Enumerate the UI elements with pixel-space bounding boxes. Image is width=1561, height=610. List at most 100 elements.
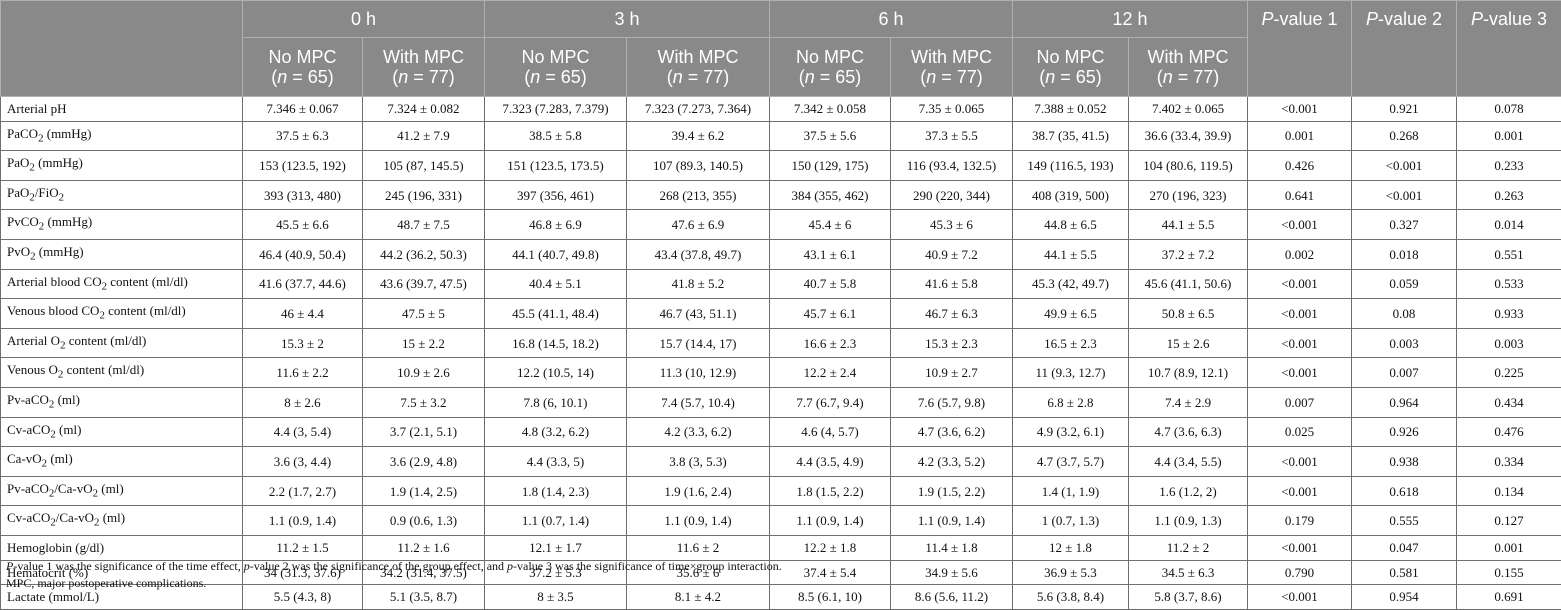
table-cell: 12.2 ± 1.8 xyxy=(770,535,891,560)
table-cell: <0.001 xyxy=(1248,328,1352,358)
table-row: PaO2 (mmHg)153 (123.5, 192)105 (87, 145.… xyxy=(1,151,1561,181)
table-cell: 1.9 (1.5, 2.2) xyxy=(891,476,1013,506)
table-cell: 0.001 xyxy=(1457,535,1561,560)
group-n: (n = 77) xyxy=(667,67,730,87)
table-cell: 43.6 (39.7, 47.5) xyxy=(363,269,485,299)
table-cell: 47.5 ± 5 xyxy=(363,299,485,329)
table-cell: <0.001 xyxy=(1352,151,1457,181)
table-cell: 16.5 ± 2.3 xyxy=(1013,328,1129,358)
row-label: Arterial blood CO2 content (ml/dl) xyxy=(1,269,243,299)
table-cell: <0.001 xyxy=(1248,447,1352,477)
table-cell: 0.233 xyxy=(1457,151,1561,181)
row-label: PaO2/FiO2 xyxy=(1,180,243,210)
table-cell: 1.1 (0.7, 1.4) xyxy=(485,506,627,536)
table-cell: 1.8 (1.4, 2.3) xyxy=(485,476,627,506)
table-cell: 15.3 ± 2.3 xyxy=(891,328,1013,358)
table-cell: 0.155 xyxy=(1457,560,1561,585)
table-cell: 45.3 ± 6 xyxy=(891,210,1013,240)
table-cell: 7.5 ± 3.2 xyxy=(363,387,485,417)
table-cell: 46.7 (43, 51.1) xyxy=(627,299,770,329)
table-cell: <0.001 xyxy=(1248,476,1352,506)
table-cell: 7.388 ± 0.052 xyxy=(1013,97,1129,122)
row-label: Cv-aCO2/Ca-vO2 (ml) xyxy=(1,506,243,536)
table-cell: <0.001 xyxy=(1352,180,1457,210)
group-header: No MPC(n = 65) xyxy=(243,38,363,97)
table-cell: 41.6 ± 5.8 xyxy=(891,269,1013,299)
table-cell: 1.8 (1.5, 2.2) xyxy=(770,476,891,506)
table-cell: 151 (123.5, 173.5) xyxy=(485,151,627,181)
table-cell: 384 (355, 462) xyxy=(770,180,891,210)
table-row: Pv-aCO2/Ca-vO2 (ml)2.2 (1.7, 2.7)1.9 (1.… xyxy=(1,476,1561,506)
table-cell: 46 ± 4.4 xyxy=(243,299,363,329)
table-cell: 290 (220, 344) xyxy=(891,180,1013,210)
table-cell: 16.6 ± 2.3 xyxy=(770,328,891,358)
table-cell: 0.002 xyxy=(1248,239,1352,269)
table-cell: 150 (129, 175) xyxy=(770,151,891,181)
group-n: (n = 65) xyxy=(524,67,587,87)
table-cell: 10.9 ± 2.7 xyxy=(891,358,1013,388)
group-header: With MPC(n = 77) xyxy=(891,38,1013,97)
footnote-abbreviation: MPC, major postoperative complications. xyxy=(6,575,782,592)
table-cell: 48.7 ± 7.5 xyxy=(363,210,485,240)
table-cell: 7.4 (5.7, 10.4) xyxy=(627,387,770,417)
table-cell: <0.001 xyxy=(1248,97,1352,122)
table-cell: 50.8 ± 6.5 xyxy=(1129,299,1248,329)
table-cell: 6.8 ± 2.8 xyxy=(1013,387,1129,417)
table-cell: 37.2 ± 7.2 xyxy=(1129,239,1248,269)
table-cell: 0.618 xyxy=(1352,476,1457,506)
table-cell: 12 ± 1.8 xyxy=(1013,535,1129,560)
time-header: 12 h xyxy=(1013,1,1248,38)
group-header: With MPC(n = 77) xyxy=(627,38,770,97)
table-cell: 0.225 xyxy=(1457,358,1561,388)
table-cell: 0.014 xyxy=(1457,210,1561,240)
table-cell: <0.001 xyxy=(1248,358,1352,388)
table-cell: 5.8 (3.7, 8.6) xyxy=(1129,585,1248,610)
table-cell: 0.533 xyxy=(1457,269,1561,299)
p-value-header: P-value 1 xyxy=(1248,1,1352,97)
table-cell: 4.2 (3.3, 6.2) xyxy=(627,417,770,447)
group-n: (n = 77) xyxy=(920,67,983,87)
table-cell: 0.9 (0.6, 1.3) xyxy=(363,506,485,536)
table-cell: 46.4 (40.9, 50.4) xyxy=(243,239,363,269)
table-cell: 49.9 ± 6.5 xyxy=(1013,299,1129,329)
corner-cell xyxy=(1,1,243,97)
row-label: Hemoglobin (g/dl) xyxy=(1,535,243,560)
table-cell: 36.9 ± 5.3 xyxy=(1013,560,1129,585)
table-cell: 15.3 ± 2 xyxy=(243,328,363,358)
table-row: PvO2 (mmHg)46.4 (40.9, 50.4)44.2 (36.2, … xyxy=(1,239,1561,269)
table-cell: 10.9 ± 2.6 xyxy=(363,358,485,388)
row-label: PaO2 (mmHg) xyxy=(1,151,243,181)
table-row: Ca-vO2 (ml)3.6 (3, 4.4)3.6 (2.9, 4.8)4.4… xyxy=(1,447,1561,477)
table-cell: 408 (319, 500) xyxy=(1013,180,1129,210)
table-cell: 7.342 ± 0.058 xyxy=(770,97,891,122)
table-cell: 1.4 (1, 1.9) xyxy=(1013,476,1129,506)
table-cell: 4.4 (3.4, 5.5) xyxy=(1129,447,1248,477)
table-cell: 0.059 xyxy=(1352,269,1457,299)
group-header: No MPC(n = 65) xyxy=(485,38,627,97)
table-cell: 0.047 xyxy=(1352,535,1457,560)
table-cell: 7.7 (6.7, 9.4) xyxy=(770,387,891,417)
header-row-time: 0 h 3 h 6 h 12 h P-value 1 P-value 2 P-v… xyxy=(1,1,1561,38)
table-cell: 0.551 xyxy=(1457,239,1561,269)
table-cell: 1.1 (0.9, 1.4) xyxy=(770,506,891,536)
table-cell: 0.964 xyxy=(1352,387,1457,417)
table-cell: 3.6 (3, 4.4) xyxy=(243,447,363,477)
table-cell: <0.001 xyxy=(1248,535,1352,560)
group-n: (n = 65) xyxy=(271,67,334,87)
table-cell: 1.1 (0.9, 1.4) xyxy=(891,506,1013,536)
table-cell: 153 (123.5, 192) xyxy=(243,151,363,181)
table-cell: 40.4 ± 5.1 xyxy=(485,269,627,299)
table-cell: 15 ± 2.6 xyxy=(1129,328,1248,358)
table-cell: 116 (93.4, 132.5) xyxy=(891,151,1013,181)
table-cell: 1.1 (0.9, 1.4) xyxy=(627,506,770,536)
table-cell: 4.7 (3.6, 6.3) xyxy=(1129,417,1248,447)
table-cell: 47.6 ± 6.9 xyxy=(627,210,770,240)
table-cell: 5.6 (3.8, 8.4) xyxy=(1013,585,1129,610)
table-cell: 10.7 (8.9, 12.1) xyxy=(1129,358,1248,388)
table-cell: 36.6 (33.4, 39.9) xyxy=(1129,121,1248,151)
group-n: (n = 77) xyxy=(1157,67,1220,87)
table-cell: 270 (196, 323) xyxy=(1129,180,1248,210)
table-cell: 44.1 ± 5.5 xyxy=(1013,239,1129,269)
